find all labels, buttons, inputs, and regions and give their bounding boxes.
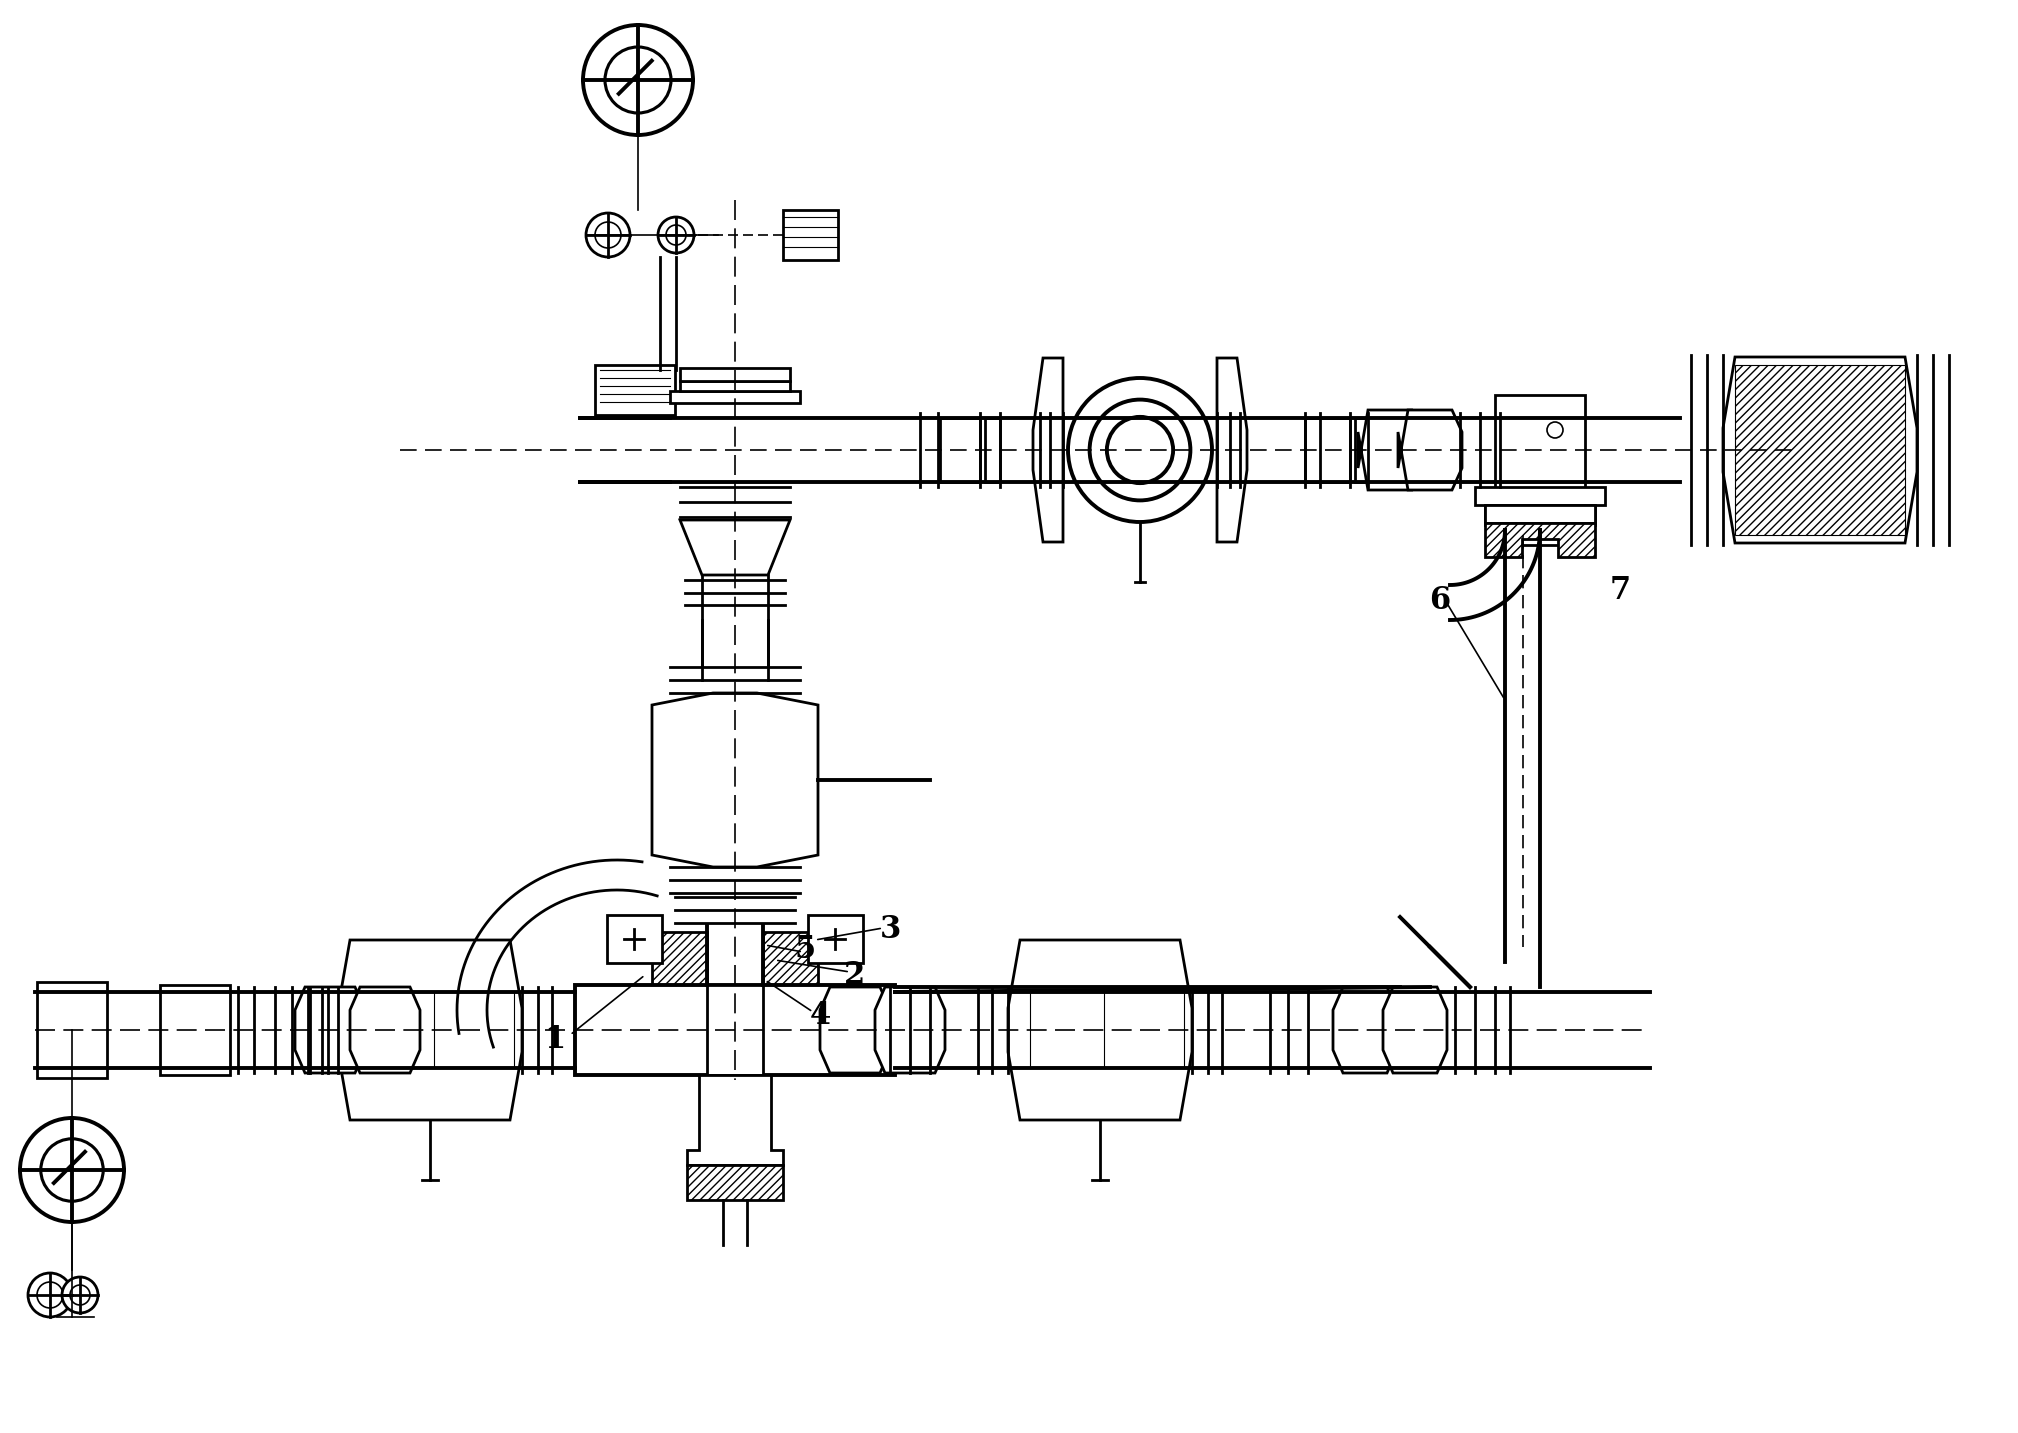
Circle shape [1043,974,1156,1086]
Circle shape [391,993,468,1068]
Polygon shape [1009,940,1193,1121]
Circle shape [605,47,672,113]
Bar [807,916,864,963]
Circle shape [658,216,694,254]
Bar [680,368,789,381]
Polygon shape [686,1075,783,1165]
Polygon shape [680,520,789,575]
Polygon shape [686,1165,783,1199]
Polygon shape [1723,357,1917,543]
Text: 4: 4 [809,999,831,1030]
Bar [159,984,230,1075]
Bar [1475,487,1604,504]
Bar [1485,504,1594,524]
Polygon shape [1217,358,1247,542]
Polygon shape [1033,358,1063,542]
Polygon shape [652,931,706,987]
Polygon shape [1334,987,1396,1073]
Circle shape [585,214,630,257]
Circle shape [40,1139,103,1201]
Text: 7: 7 [1610,575,1631,606]
Polygon shape [652,694,817,867]
Bar [783,211,837,259]
Bar [985,418,1001,481]
Circle shape [1019,950,1181,1111]
Text: 2: 2 [844,960,866,990]
Bar [1495,524,1584,545]
Bar [607,916,662,963]
Polygon shape [706,984,763,1075]
Bar [1354,418,1370,481]
Circle shape [349,950,511,1111]
Polygon shape [337,940,523,1121]
Circle shape [1735,365,1905,535]
Polygon shape [295,987,365,1073]
Polygon shape [1398,410,1461,490]
Circle shape [1068,378,1213,522]
Bar [680,381,789,391]
Polygon shape [819,987,890,1073]
Bar [1104,992,1185,1068]
Circle shape [20,1118,123,1222]
Text: 6: 6 [1429,585,1451,616]
Circle shape [682,728,787,833]
Polygon shape [1485,523,1594,557]
Bar [670,391,799,403]
Bar [1735,365,1905,535]
Circle shape [1780,410,1861,490]
Circle shape [595,222,622,248]
Circle shape [666,225,686,245]
Circle shape [660,705,809,856]
Bar [1522,406,1558,494]
Circle shape [1108,417,1172,483]
Polygon shape [763,931,817,987]
Polygon shape [1358,410,1423,490]
Polygon shape [349,987,420,1073]
Bar [434,992,515,1068]
Circle shape [1090,400,1191,500]
Polygon shape [1382,987,1447,1073]
Circle shape [28,1273,73,1317]
Circle shape [71,1285,91,1305]
Bar [359,992,440,1068]
Circle shape [1548,421,1564,438]
Circle shape [63,1277,99,1313]
Circle shape [583,24,692,135]
Bar [940,418,981,481]
Bar [1306,418,1350,481]
Polygon shape [575,984,896,1075]
Text: 3: 3 [880,914,900,946]
Text: 5: 5 [795,934,815,966]
Bar [595,365,674,416]
Circle shape [373,974,486,1086]
Polygon shape [876,987,944,1073]
Bar [1029,992,1110,1068]
Bar [1495,396,1584,504]
Bar [1485,504,1594,523]
Circle shape [1061,993,1138,1068]
Text: 1: 1 [545,1025,565,1056]
Circle shape [1760,391,1879,510]
Circle shape [36,1283,63,1308]
Bar [36,982,107,1078]
Circle shape [700,745,771,815]
